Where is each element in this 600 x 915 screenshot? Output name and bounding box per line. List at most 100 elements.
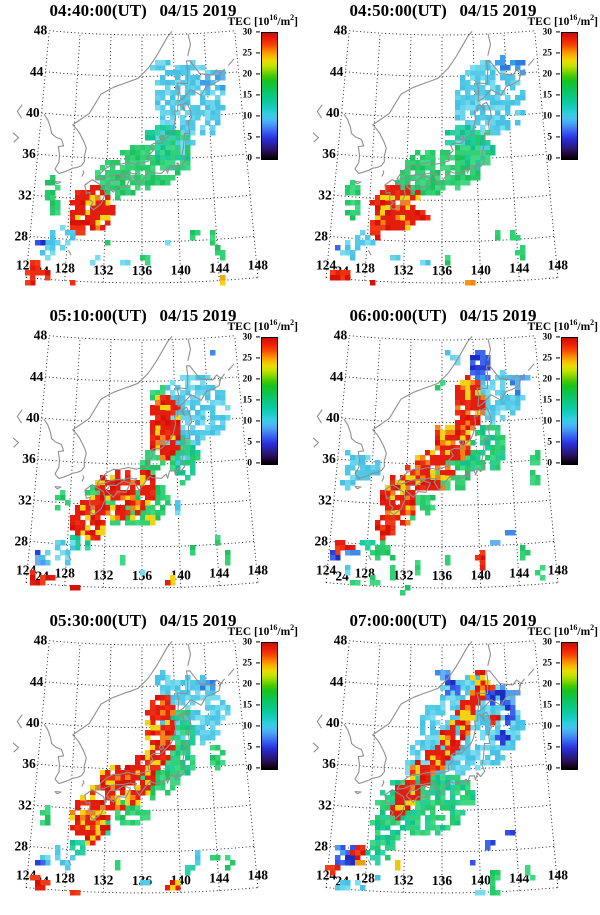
- svg-text:144: 144: [509, 261, 530, 276]
- svg-text:132: 132: [393, 872, 414, 887]
- svg-text:132: 132: [93, 872, 114, 887]
- svg-text:148: 148: [548, 563, 569, 578]
- colorbar-tick-label: 30: [242, 332, 253, 343]
- tec-cells: [25, 60, 226, 286]
- svg-text:136: 136: [432, 873, 453, 888]
- colorbar-tick-mark: [256, 746, 260, 748]
- colorbar-tick-mark: [256, 52, 260, 54]
- colorbar-tick-label: 15: [542, 700, 553, 711]
- colorbar-tick-label: 25: [242, 658, 253, 669]
- tec-map-panel-0600: 06:00:00(UT) 04/15 2019 28 32 36 40 44 48 124 1…: [300, 305, 600, 610]
- colorbar-title-text: /m: [277, 625, 291, 638]
- colorbar-tick-mark: [556, 683, 560, 685]
- colorbar-tick-label: 15: [542, 395, 553, 406]
- colorbar-tick-label: 10: [542, 721, 553, 732]
- colorbar-tick-mark: [556, 357, 560, 359]
- coastline: [312, 641, 535, 866]
- colorbar-tick-mark: [556, 73, 560, 75]
- tec-map-panel-0700: 07:00:00(UT) 04/15 2019 28 32 36 40 44 48 124 1…: [300, 610, 600, 915]
- svg-text:136: 136: [132, 263, 153, 278]
- colorbar-tick-mark: [556, 725, 560, 727]
- panel-title: 06:00:00(UT) 04/15 2019: [349, 306, 537, 325]
- svg-text:44: 44: [330, 369, 344, 384]
- svg-text:36: 36: [22, 146, 36, 161]
- coastline: [12, 336, 235, 561]
- tec-cells: [325, 670, 536, 896]
- tec-cells: [30, 350, 231, 591]
- colorbar-tick-mark: [256, 420, 260, 422]
- svg-text:32: 32: [318, 492, 332, 507]
- colorbar-exponent: 16: [269, 318, 278, 327]
- panel-title: 04:50:00(UT) 04/15 2019: [349, 1, 537, 20]
- svg-text:40: 40: [26, 715, 40, 730]
- svg-text:148: 148: [548, 868, 569, 883]
- colorbar-tick-mark: [256, 115, 260, 117]
- svg-text:132: 132: [93, 262, 114, 277]
- colorbar-tick-mark: [256, 94, 260, 96]
- coastline: [312, 336, 535, 561]
- colorbar-tick-label: 25: [542, 48, 553, 59]
- colorbar-tick-mark: [256, 157, 260, 159]
- colorbar-ticks: 30 25 20 15 10 5 0: [230, 332, 260, 468]
- svg-text:32: 32: [18, 797, 32, 812]
- svg-text:128: 128: [355, 261, 376, 276]
- svg-text:40: 40: [26, 410, 40, 425]
- colorbar-tick-mark: [556, 641, 560, 643]
- colorbar-tick-mark: [556, 746, 560, 748]
- colorbar-tick-mark: [556, 662, 560, 664]
- colorbar-ticks: 30 25 20 15 10 5 0: [530, 27, 560, 163]
- colorbar-title-text: ]: [594, 320, 598, 333]
- colorbar-tick-mark: [256, 73, 260, 75]
- colorbar-title-text: /m: [577, 15, 591, 28]
- svg-text:128: 128: [55, 261, 76, 276]
- colorbar-title: TEC [1016/m2]: [528, 13, 598, 28]
- svg-text:44: 44: [30, 64, 44, 79]
- colorbar-tick-label: 15: [242, 395, 253, 406]
- colorbar-title-text: /m: [277, 320, 291, 333]
- colorbar-tick-label: 10: [542, 111, 553, 122]
- colorbar-tick-mark: [256, 336, 260, 338]
- colorbar-tick-label: 10: [242, 416, 253, 427]
- colorbar-tick-mark: [556, 136, 560, 138]
- panel-title: 05:30:00(UT) 04/15 2019: [49, 611, 237, 630]
- svg-text:124: 124: [316, 258, 337, 273]
- svg-text:144: 144: [209, 871, 230, 886]
- colorbar-title-text: /m: [577, 320, 591, 333]
- colorbar-title-text: TEC [10: [527, 15, 570, 28]
- colorbar-tick-label: 20: [242, 374, 253, 385]
- svg-text:148: 148: [248, 868, 269, 883]
- colorbar-tick-label: 0: [547, 153, 552, 164]
- colorbar-tick-label: 25: [542, 658, 553, 669]
- svg-text:28: 28: [315, 533, 329, 548]
- colorbar-exponent: 2: [290, 623, 295, 632]
- colorbar-gradient: [561, 642, 578, 770]
- colorbar-title: TEC [1016/m2]: [228, 318, 298, 333]
- panel-title: 07:00:00(UT) 04/15 2019: [349, 611, 537, 630]
- colorbar-tick-mark: [256, 462, 260, 464]
- tec-cells: [330, 350, 546, 596]
- colorbar-tick-mark: [256, 641, 260, 643]
- colorbar-tick-label: 20: [542, 374, 553, 385]
- svg-text:48: 48: [334, 633, 348, 648]
- colorbar-title-text: ]: [594, 15, 598, 28]
- colorbar-ticks: 30 25 20 15 10 5 0: [530, 637, 560, 773]
- colorbar-tick-label: 5: [247, 132, 252, 143]
- colorbar-tick-label: 20: [242, 679, 253, 690]
- svg-text:44: 44: [30, 369, 44, 384]
- colorbar-title: TEC [1016/m2]: [228, 13, 298, 28]
- colorbar-title-text: TEC [10: [227, 320, 270, 333]
- colorbar-exponent: 16: [269, 623, 278, 632]
- colorbar-title-text: /m: [277, 15, 291, 28]
- svg-text:48: 48: [334, 23, 348, 38]
- tec-map-panel-0510: 05:10:00(UT) 04/15 2019 28 32 36 40 44 48 124 1…: [0, 305, 300, 610]
- colorbar-exponent: 2: [290, 13, 295, 22]
- colorbar-tick-mark: [256, 725, 260, 727]
- colorbar-tick-mark: [556, 378, 560, 380]
